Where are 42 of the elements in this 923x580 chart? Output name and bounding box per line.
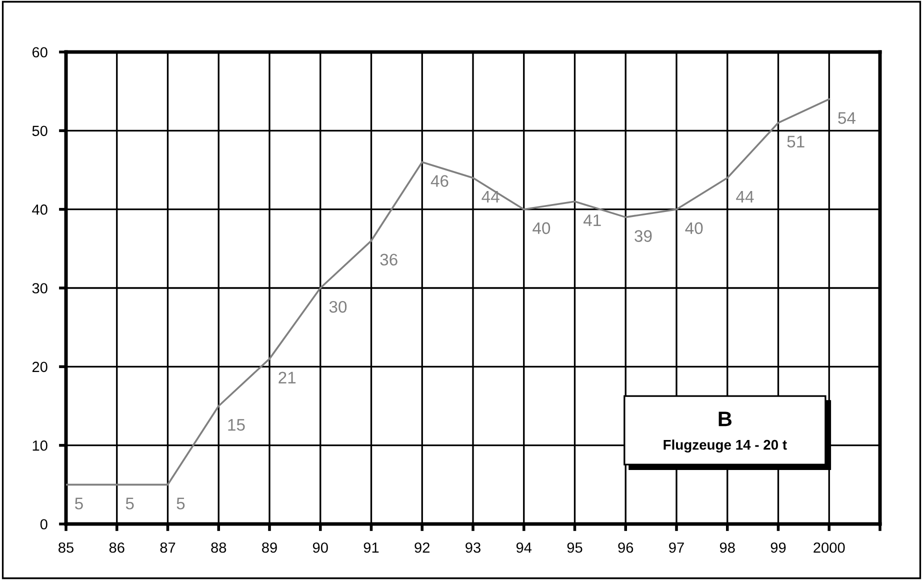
data-label: 5 [176,498,185,510]
y-tick-label: 20 [32,362,48,372]
data-label: 5 [126,498,134,510]
x-tick-label: 92 [414,542,430,553]
annotation: B [718,412,732,426]
y-tick-label: 30 [32,283,48,294]
x-tick-label: 95 [567,542,582,553]
y-tick-label: 10 [32,440,48,451]
data-label: 46 [430,175,448,187]
x-tick-label: 91 [364,542,379,553]
line-series [66,98,830,486]
data-label: 44 [482,190,500,202]
y-tick-label: 0 [40,519,48,530]
x-tick-label: 87 [160,542,176,553]
x-tick-label: 99 [770,542,786,553]
x-tick-label: 98 [720,542,735,553]
data-label: 40 [685,222,703,234]
x-tick-label: 86 [109,542,124,553]
data-label: 30 [329,300,347,313]
y-tick-label: 60 [32,47,48,58]
y-tick-label: 50 [32,126,48,136]
x-tick-label: 88 [211,542,226,553]
data-label: 39 [634,230,652,242]
data-label: 51 [787,136,804,148]
x-tick-label: 90 [312,542,328,553]
data-label: 5 [75,498,83,510]
x-tick-label: 93 [466,542,480,553]
data-label: 54 [838,112,856,124]
data-label: 44 [736,190,754,202]
x-tick-label: 94 [516,542,532,553]
annotation: Flugzeuge 14 - 20 t [664,440,787,453]
y-tick-label: 40 [32,204,48,215]
data-label: 36 [380,254,398,266]
data-label: 40 [532,222,550,234]
x-tick-label: 96 [618,542,634,553]
x-tick-label: 97 [669,542,684,553]
x-tick-label: 2000 [814,542,845,553]
x-tick-label: 85 [58,542,74,553]
x-tick-label: 89 [262,542,277,553]
data-label: 21 [278,372,296,384]
data-label: 15 [228,419,245,431]
data-label: 41 [583,214,601,226]
